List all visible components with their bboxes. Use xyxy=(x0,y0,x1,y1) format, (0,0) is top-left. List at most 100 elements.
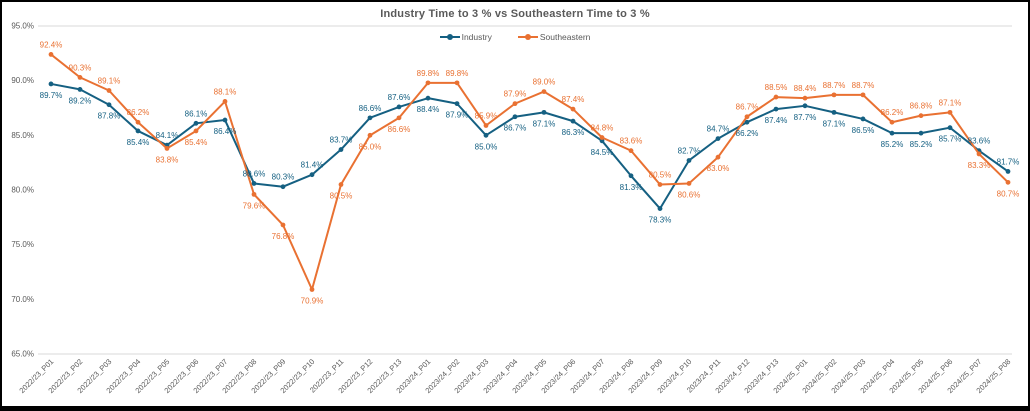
industry-data-label: 85.2% xyxy=(910,140,933,149)
southeastern-series xyxy=(48,52,1011,292)
industry-marker xyxy=(686,158,692,163)
southeastern-data-label: 88.5% xyxy=(765,83,788,92)
legend-label-industry: Industry xyxy=(461,32,492,42)
industry-data-label: 87.8% xyxy=(98,112,121,121)
legend-label-southeastern: Southeastern xyxy=(539,32,591,42)
industry-marker-icon xyxy=(446,34,453,40)
x-axis-tick-labels: 2022/23_P012022/23_P022022/23_P032022/23… xyxy=(17,357,1012,395)
southeastern-marker xyxy=(1005,179,1011,185)
industry-data-label: 84.7% xyxy=(707,125,730,134)
southeastern-marker xyxy=(396,115,402,121)
southeastern-data-label: 86.2% xyxy=(881,108,904,117)
industry-marker xyxy=(280,184,286,190)
industry-marker xyxy=(599,138,605,144)
industry-marker xyxy=(135,128,141,134)
industry-data-label: 82.7% xyxy=(678,146,701,155)
southeastern-marker xyxy=(889,119,895,125)
southeastern-marker xyxy=(367,132,373,138)
y-tick-label: 80.0% xyxy=(11,186,34,195)
y-tick-label: 75.0% xyxy=(11,240,34,249)
industry-data-label: 81.7% xyxy=(997,157,1020,166)
southeastern-marker xyxy=(628,148,634,154)
industry-data-label: 84.1% xyxy=(156,131,179,140)
southeastern-data-label: 86.7% xyxy=(736,103,759,112)
southeastern-marker-icon xyxy=(524,34,531,40)
southeastern-data-label: 87.9% xyxy=(504,90,527,99)
industry-marker xyxy=(1005,169,1011,174)
industry-marker xyxy=(715,136,721,142)
industry-marker xyxy=(860,116,866,122)
southeastern-marker xyxy=(918,113,924,119)
plot-area: 95.0% 90.0% 85.0% 80.0% 75.0% 70.0% 65.0%2022/… xyxy=(11,22,1020,395)
southeastern-data-label: 79.6% xyxy=(243,201,266,210)
southeastern-marker xyxy=(48,52,54,57)
industry-marker xyxy=(889,130,895,136)
industry-marker xyxy=(628,173,634,179)
industry-data-label: 78.3% xyxy=(649,216,672,225)
industry-marker xyxy=(251,181,257,186)
chart-title: Industry Time to 3 % vs Southeastern Tim… xyxy=(380,8,650,20)
southeastern-marker xyxy=(222,99,228,104)
southeastern-data-label: 84.8% xyxy=(591,124,614,133)
industry-data-label: 85.4% xyxy=(127,138,150,147)
industry-marker xyxy=(657,206,663,211)
industry-data-label: 84.5% xyxy=(591,148,614,157)
southeastern-data-label: 88.7% xyxy=(852,81,875,90)
industry-data-label: 80.3% xyxy=(272,173,295,182)
industry-marker xyxy=(570,118,576,124)
industry-marker xyxy=(512,114,518,120)
southeastern-marker xyxy=(570,106,576,112)
southeastern-marker xyxy=(106,88,112,93)
industry-data-label: 87.7% xyxy=(794,113,817,122)
industry-data-label: 86.1% xyxy=(185,109,208,118)
southeastern-data-label: 86.2% xyxy=(127,108,150,117)
southeastern-marker xyxy=(135,119,141,125)
industry-data-label: 87.6% xyxy=(388,93,411,102)
southeastern-data-label: 88.4% xyxy=(794,84,817,93)
southeastern-data-label: 83.8% xyxy=(156,155,179,164)
industry-data-label: 81.3% xyxy=(620,183,643,192)
industry-marker xyxy=(918,130,924,136)
southeastern-marker xyxy=(686,181,692,186)
southeastern-data-label: 80.7% xyxy=(997,189,1020,198)
legend-item-southeastern: Southeastern xyxy=(517,32,591,42)
southeastern-data-label: 80.5% xyxy=(330,192,353,201)
y-tick-label: 85.0% xyxy=(11,131,34,140)
southeastern-marker xyxy=(251,191,257,197)
industry-data-label: 87.1% xyxy=(823,119,846,128)
industry-marker xyxy=(773,106,779,112)
southeastern-data-label: 83.0% xyxy=(707,164,730,173)
industry-marker xyxy=(106,102,112,108)
industry-data-label: 86.7% xyxy=(504,124,527,133)
southeastern-data-label: 86.8% xyxy=(910,102,933,111)
southeastern-data-label: 87.1% xyxy=(939,98,962,107)
industry-marker xyxy=(367,115,373,121)
southeastern-data-label: 90.3% xyxy=(69,63,92,72)
southeastern-marker xyxy=(976,151,982,157)
industry-data-label: 89.2% xyxy=(69,96,92,105)
southeastern-data-label: 76.8% xyxy=(272,232,295,241)
industry-marker xyxy=(454,101,460,107)
southeastern-marker xyxy=(280,222,286,228)
industry-data-label: 86.5% xyxy=(852,126,875,135)
industry-data-label: 89.7% xyxy=(40,91,63,100)
industry-marker xyxy=(541,109,547,115)
southeastern-marker xyxy=(831,92,837,98)
industry-marker xyxy=(48,81,54,87)
southeastern-marker xyxy=(802,95,808,101)
industry-data-label: 81.4% xyxy=(301,161,324,170)
southeastern-data-label: 70.9% xyxy=(301,296,324,305)
industry-series-swatch xyxy=(439,34,460,40)
industry-marker xyxy=(396,104,402,110)
industry-data-label: 87.1% xyxy=(533,119,556,128)
southeastern-data-label: 80.6% xyxy=(678,190,701,199)
southeastern-marker xyxy=(773,94,779,100)
industry-data-label: 83.6% xyxy=(968,137,991,146)
southeastern-marker xyxy=(860,92,866,98)
southeastern-data-label: 85.4% xyxy=(185,138,208,147)
industry-data-label: 86.3% xyxy=(562,128,585,137)
industry-marker xyxy=(309,172,315,178)
southeastern-marker xyxy=(454,80,460,86)
industry-marker xyxy=(193,120,199,126)
